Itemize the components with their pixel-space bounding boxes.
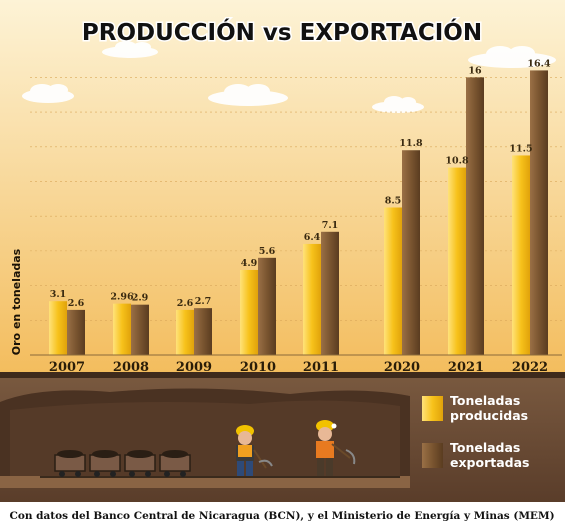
data-label: 4.9 [241, 258, 258, 269]
bar-produced [176, 309, 194, 355]
cloud [102, 41, 158, 58]
data-label: 11.5 [509, 143, 532, 154]
legend-label-exported-line1: Toneladas [450, 440, 520, 455]
cloud [468, 46, 556, 68]
data-label: 11.8 [399, 138, 423, 149]
x-tick-labels: 2007 2008 2009 2010 2011 2020 2021 2022 [49, 360, 548, 375]
bar-produced [448, 167, 466, 355]
data-label: 3.1 [50, 289, 67, 300]
gridlines [30, 77, 562, 321]
legend-label-exported-line2: exportadas [450, 455, 529, 470]
x-tick-label: 2020 [384, 360, 420, 375]
clouds [22, 41, 556, 113]
bars [49, 70, 548, 356]
bar-produced [384, 207, 402, 355]
miner-icon [236, 425, 273, 476]
legend-label-produced-line1: Toneladas [450, 393, 520, 408]
mine-scene [0, 372, 565, 502]
bar-exported [67, 309, 85, 355]
x-tick-label: 2022 [512, 360, 548, 375]
bar-exported [131, 304, 149, 355]
bar-produced [49, 301, 67, 355]
bar-exported [402, 150, 420, 355]
data-label: 6.4 [304, 232, 321, 243]
bar-produced [512, 155, 530, 355]
bar-produced [240, 269, 258, 355]
data-label: 2.7 [195, 296, 212, 307]
mine-cart [54, 450, 86, 477]
data-label: 16.4 [527, 58, 551, 69]
y-axis-label: Oro en toneladas [10, 248, 23, 355]
data-label: 2.96 [110, 292, 134, 303]
x-tick-label: 2010 [240, 360, 276, 375]
bar-exported [194, 308, 212, 355]
mine-cart [124, 450, 156, 477]
data-label: 2.6 [68, 298, 85, 309]
bar-produced [303, 243, 321, 355]
source-note: Con datos del Banco Central de Nicaragua… [9, 510, 554, 522]
cloud [208, 84, 288, 106]
cloud [22, 84, 74, 103]
data-label: 10.8 [445, 156, 469, 167]
footer-background [0, 502, 565, 527]
bar-exported [466, 77, 484, 356]
legend-swatch-exported [422, 443, 443, 468]
data-label: 2.6 [177, 298, 194, 309]
bar-exported [258, 257, 276, 355]
x-tick-label: 2007 [49, 360, 85, 375]
bar-produced [113, 303, 131, 355]
cloud [372, 96, 424, 113]
rock-top-edge [0, 372, 565, 378]
data-label: 16 [468, 65, 482, 76]
data-label: 2.9 [132, 293, 149, 304]
bar-exported [321, 231, 339, 355]
bar-labels: 3.12.62.962.9 2.6 2.74.95.66.47.18.511.810… [50, 58, 551, 308]
mine-cart [159, 450, 191, 477]
miner-icon [316, 420, 356, 476]
legend: Toneladas producidas Toneladas exportada… [422, 393, 529, 470]
data-label: 7.1 [322, 220, 339, 231]
mine-cart [89, 450, 121, 477]
bar-exported [530, 70, 548, 355]
legend-label-produced-line2: producidas [450, 408, 528, 423]
tunnel-floor [0, 476, 410, 488]
data-label: 5.6 [259, 246, 276, 257]
x-tick-label: 2021 [448, 360, 484, 375]
x-tick-label: 2011 [303, 360, 339, 375]
chart-title: PRODUCCIÓN vs EXPORTACIÓN [82, 18, 482, 46]
data-label: 8.5 [385, 196, 402, 207]
x-tick-label: 2009 [176, 360, 212, 375]
mine-carts [54, 450, 191, 477]
x-tick-label: 2008 [113, 360, 149, 375]
legend-swatch-produced [422, 396, 443, 421]
